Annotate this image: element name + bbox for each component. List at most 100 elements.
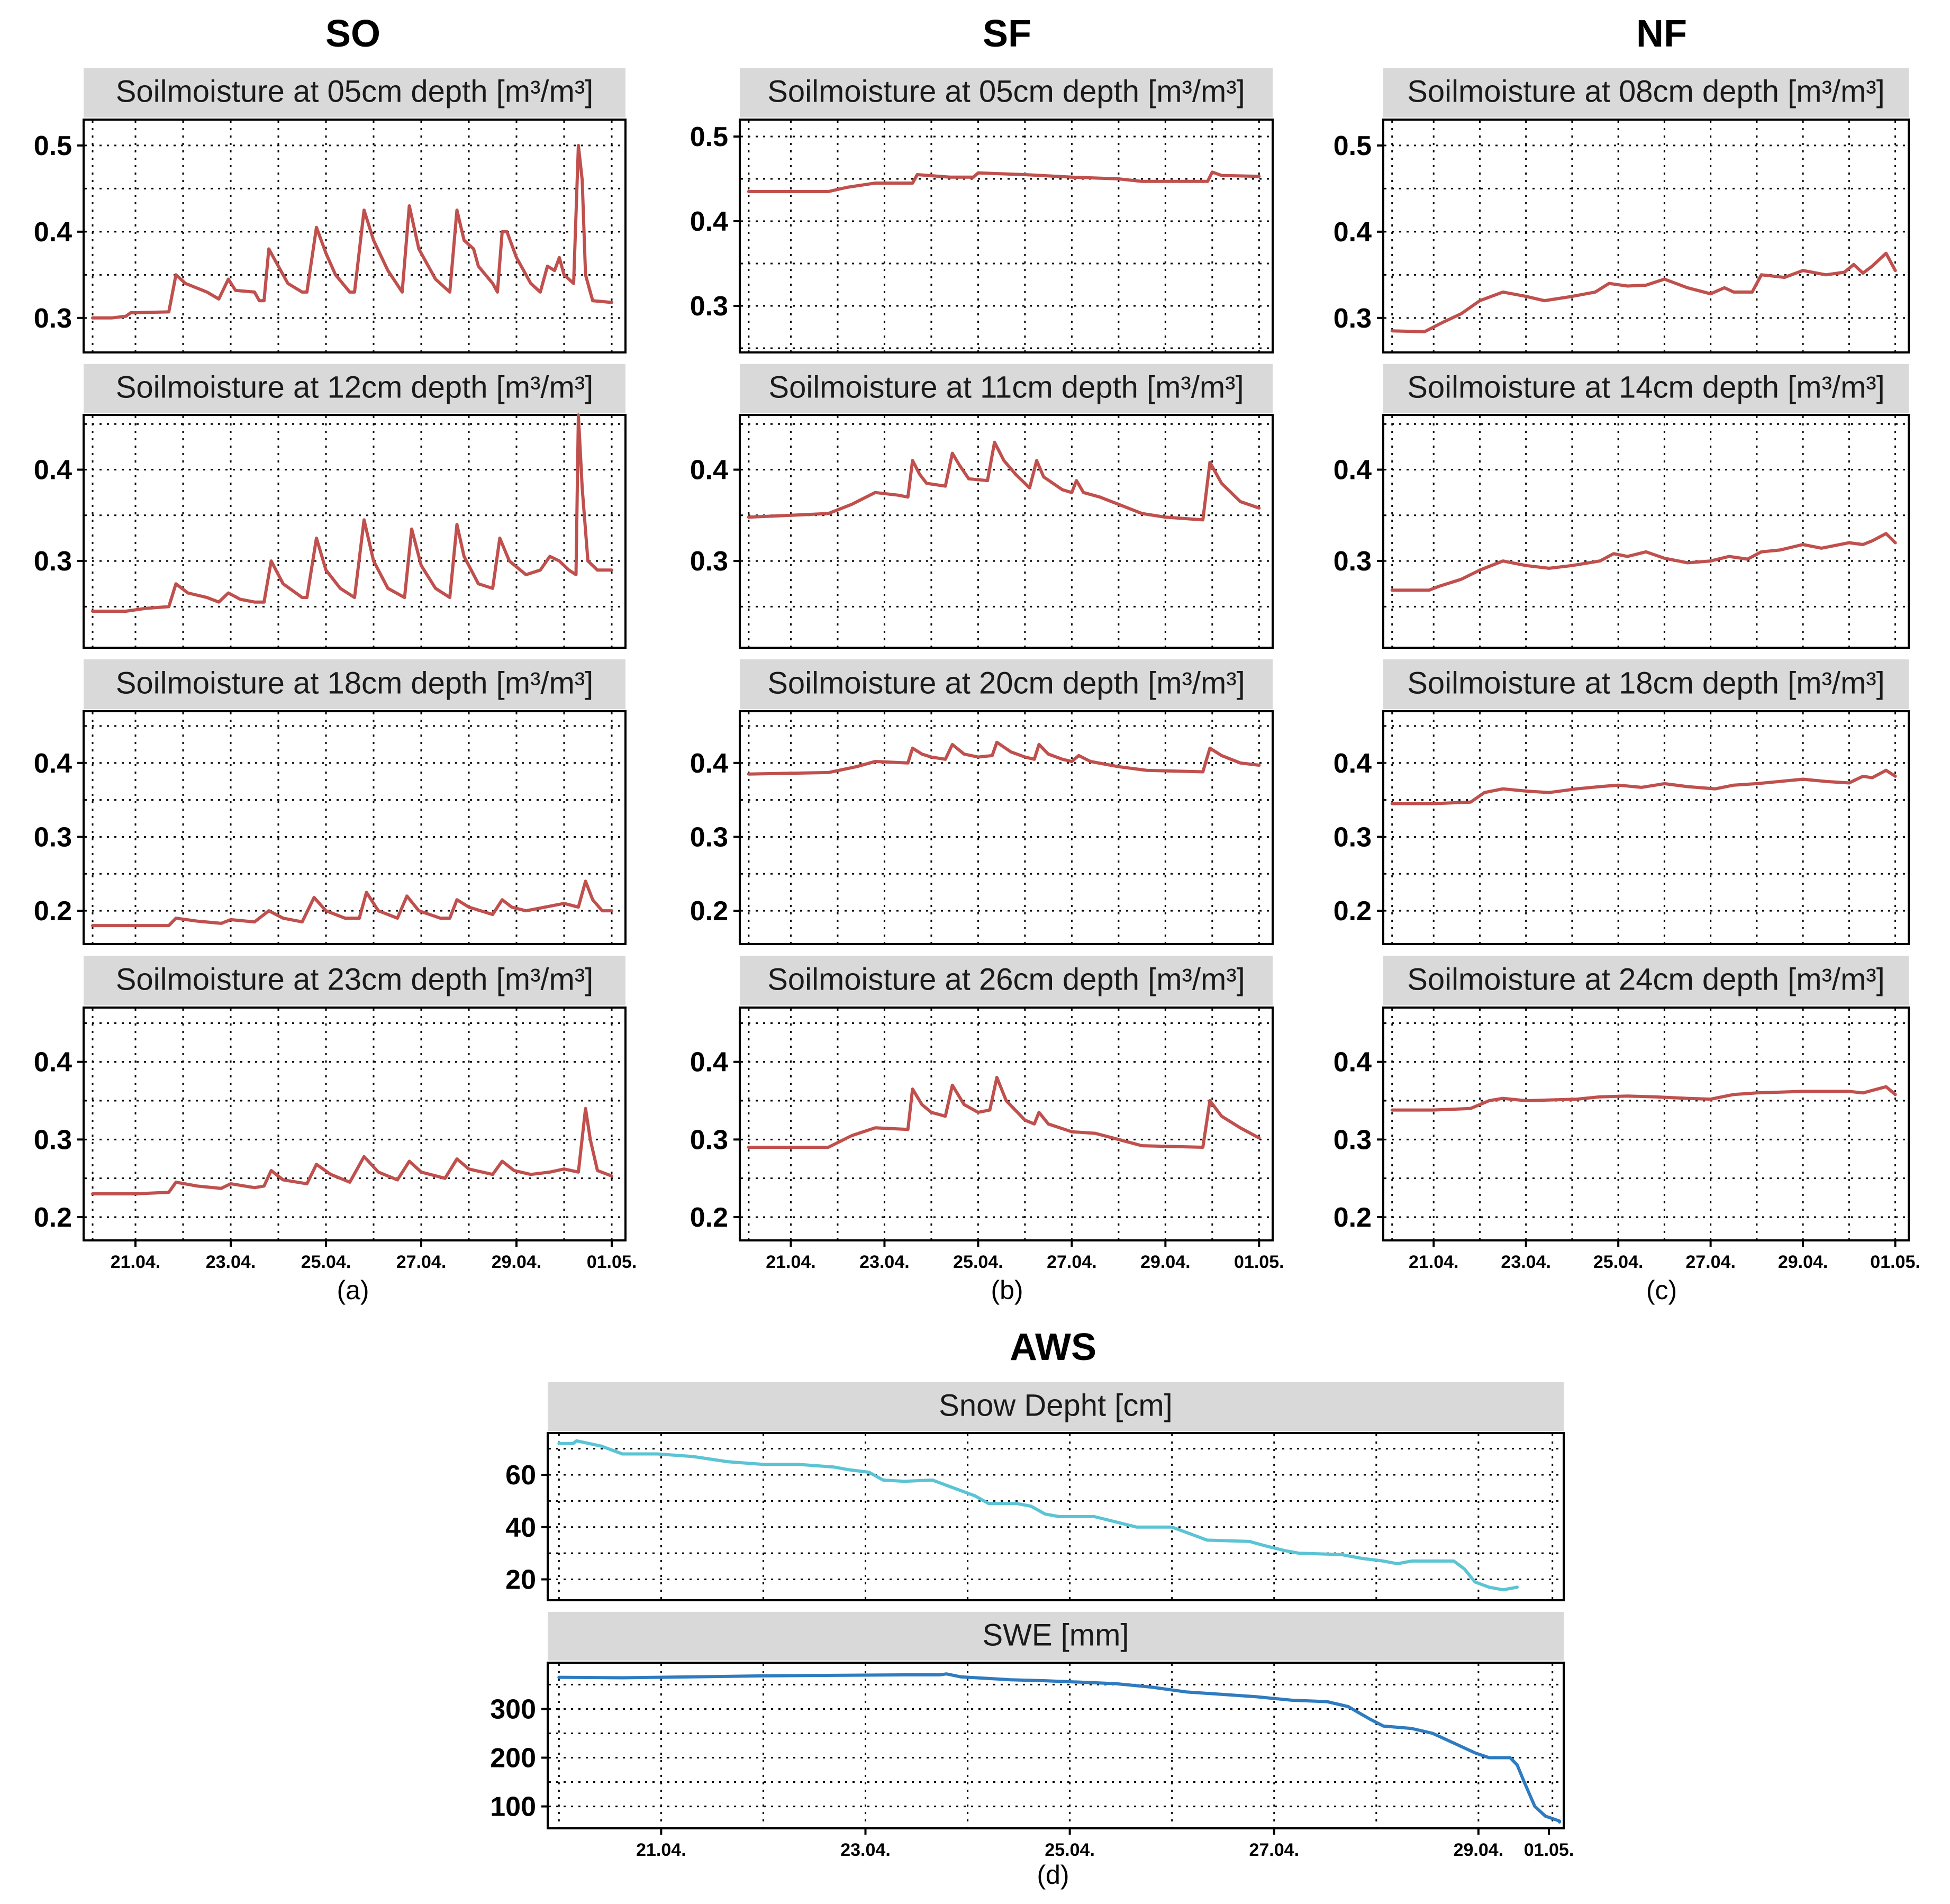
y-tick-label: 0.4 <box>690 1047 728 1078</box>
panel-strip <box>740 68 1273 117</box>
series-line <box>91 880 613 928</box>
x-tick-label: 25.04. <box>301 1252 351 1272</box>
panel-strip-title: Soilmoisture at 20cm depth [m³/m³] <box>767 666 1245 701</box>
x-tick-label: 23.04. <box>206 1252 256 1272</box>
panel-strip <box>1383 659 1909 709</box>
panel-4: Soilmoisture at 11cm depth [m³/m³] 0.3 0.4 <box>690 364 1274 649</box>
panel-13: SWE [mm] 100 200 300 21.04. 23.04. 25.04. 27.04… <box>490 1612 1574 1860</box>
x-tick-label: 21.04. <box>1409 1252 1459 1272</box>
sublabel-d: (d) <box>1037 1860 1069 1890</box>
series-line <box>747 170 1261 193</box>
panel-frame <box>1382 710 1910 945</box>
y-tick-label: 0.4 <box>690 206 728 237</box>
y-tick-label: 0.3 <box>1334 546 1372 577</box>
series-line <box>91 413 613 613</box>
panel-1: Soilmoisture at 05cm depth [m³/m³] 0.3 0.4… <box>690 68 1274 353</box>
panel-strip <box>548 1382 1564 1431</box>
y-tick-label: 0.4 <box>1334 748 1372 779</box>
panel-strip-title: Soilmoisture at 18cm depth [m³/m³] <box>116 666 594 701</box>
y-tick-label: 0.2 <box>690 896 728 927</box>
panel-strip <box>84 68 625 117</box>
series-line <box>91 143 613 320</box>
panel-strip-title: Soilmoisture at 05cm depth [m³/m³] <box>767 75 1245 109</box>
panel-frame <box>739 710 1274 945</box>
series-line <box>91 1107 613 1195</box>
y-tick-label: 0.4 <box>1334 455 1372 486</box>
x-tick-label: 29.04. <box>1778 1252 1828 1272</box>
sublabel-c: (c) <box>1646 1275 1677 1305</box>
panels-group: Soilmoisture at 05cm depth [m³/m³] 0.3 0.4… <box>34 68 1920 1860</box>
x-tick-label: 01.05. <box>587 1252 637 1272</box>
panel-frame <box>83 119 627 353</box>
y-tick-label: 0.3 <box>34 822 72 853</box>
panel-strip <box>84 956 625 1005</box>
panel-strip-title: Soilmoisture at 14cm depth [m³/m³] <box>1407 370 1885 404</box>
panel-12: Snow Depht [cm] 20 40 60 <box>505 1382 1565 1601</box>
y-tick-label: 60 <box>505 1460 536 1491</box>
x-tick-label: 23.04. <box>1501 1252 1551 1272</box>
y-tick-label: 0.3 <box>34 1125 72 1155</box>
panel-strip-title: SWE [mm] <box>982 1618 1129 1652</box>
y-tick-label: 0.5 <box>690 122 728 152</box>
y-tick-label: 0.5 <box>1334 131 1372 161</box>
panel-frame <box>83 1007 627 1241</box>
panel-strip <box>1383 956 1909 1005</box>
panel-strip-title: Soilmoisture at 08cm depth [m³/m³] <box>1407 75 1885 109</box>
series-line <box>557 1672 1561 1824</box>
panel-strip-title: Soilmoisture at 11cm depth [m³/m³] <box>768 370 1244 404</box>
y-tick-label: 0.4 <box>690 748 728 779</box>
y-tick-label: 200 <box>490 1743 536 1774</box>
panel-2: Soilmoisture at 08cm depth [m³/m³] 0.3 0.4… <box>1334 68 1910 353</box>
x-tick-label: 01.05. <box>1524 1840 1574 1860</box>
panel-frame <box>739 1007 1274 1241</box>
panel-9: Soilmoisture at 23cm depth [m³/m³] 0.2 0.3… <box>34 956 637 1272</box>
y-tick-label: 100 <box>490 1792 536 1823</box>
x-tick-label: 29.04. <box>1454 1840 1504 1860</box>
y-tick-label: 0.3 <box>1334 303 1372 334</box>
panel-strip-title: Soilmoisture at 24cm depth [m³/m³] <box>1407 963 1885 997</box>
y-tick-label: 0.5 <box>34 131 72 161</box>
x-tick-label: 21.04. <box>111 1252 161 1272</box>
panel-frame <box>547 1662 1565 1829</box>
panel-10: Soilmoisture at 26cm depth [m³/m³] 0.2 0.3… <box>690 956 1284 1272</box>
y-tick-label: 0.2 <box>34 1202 72 1233</box>
y-tick-label: 0.3 <box>1334 1125 1372 1155</box>
panel-8: Soilmoisture at 18cm depth [m³/m³] 0.2 0.3… <box>1334 659 1910 945</box>
panel-strip <box>84 659 625 709</box>
y-tick-label: 0.4 <box>1334 1047 1372 1078</box>
y-tick-label: 0.2 <box>34 896 72 927</box>
y-tick-label: 0.4 <box>34 455 72 486</box>
x-tick-label: 27.04. <box>396 1252 447 1272</box>
x-tick-label: 25.04. <box>953 1252 1003 1272</box>
panel-strip <box>740 659 1273 709</box>
series-line <box>1390 1085 1897 1112</box>
y-tick-label: 0.2 <box>1334 1202 1372 1233</box>
y-tick-label: 20 <box>505 1565 536 1595</box>
y-tick-label: 0.3 <box>690 822 728 853</box>
panel-strip <box>740 364 1273 413</box>
x-tick-label: 23.04. <box>859 1252 910 1272</box>
x-tick-label: 23.04. <box>840 1840 891 1860</box>
panel-frame <box>83 710 627 945</box>
panel-frame <box>1382 414 1910 649</box>
panel-strip-title: Snow Depht [cm] <box>939 1388 1173 1422</box>
y-tick-label: 0.3 <box>34 546 72 577</box>
x-tick-label: 29.04. <box>1140 1252 1191 1272</box>
panel-strip <box>740 956 1273 1005</box>
column-title-sf: SF <box>983 13 1031 55</box>
y-tick-label: 0.3 <box>690 1125 728 1155</box>
y-tick-label: 0.2 <box>690 1202 728 1233</box>
series-line <box>747 1076 1261 1149</box>
x-tick-label: 25.04. <box>1593 1252 1644 1272</box>
y-tick-label: 0.4 <box>1334 217 1372 248</box>
y-tick-label: 0.4 <box>690 455 728 486</box>
series-line <box>747 440 1261 522</box>
sublabel-a: (a) <box>337 1275 369 1305</box>
sublabel-b: (b) <box>991 1275 1023 1305</box>
panel-strip-title: Soilmoisture at 12cm depth [m³/m³] <box>116 370 594 404</box>
y-tick-label: 0.3 <box>34 303 72 334</box>
panel-strip-title: Soilmoisture at 23cm depth [m³/m³] <box>116 963 594 997</box>
panel-strip <box>1383 364 1909 413</box>
column-title-nf: NF <box>1636 13 1687 55</box>
panel-strip <box>84 364 625 413</box>
